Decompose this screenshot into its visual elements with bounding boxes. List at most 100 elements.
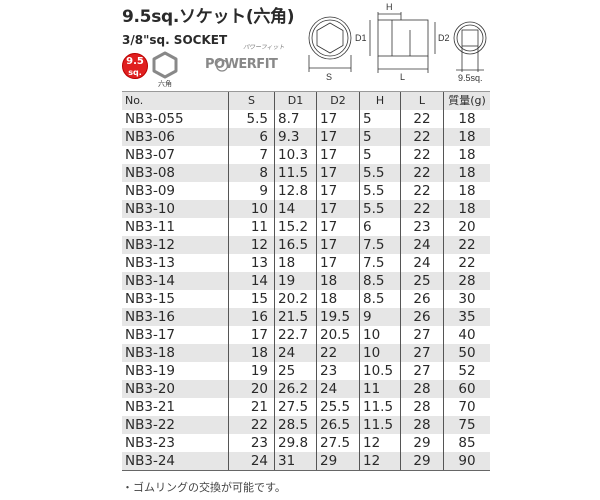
- table-cell: 17: [316, 200, 360, 218]
- column-header: D2: [316, 91, 360, 110]
- drive-size-badge: 9.5 sq.: [122, 53, 148, 79]
- column-header: 質量(g): [443, 91, 490, 110]
- table-cell: 9.3: [274, 128, 317, 146]
- table-cell: 22: [316, 344, 360, 362]
- table-cell: 5: [359, 128, 401, 146]
- socket-side-body: [377, 19, 429, 57]
- table-row: NB3-14 14 19 18 8.5 25 28: [122, 272, 490, 290]
- table-cell: 18: [274, 254, 317, 272]
- table-cell: NB3-16: [122, 308, 229, 326]
- hex-label: 六角: [158, 80, 172, 88]
- table-cell: 11.5: [359, 398, 401, 416]
- table-cell: 85: [443, 434, 490, 452]
- table-cell: 40: [443, 326, 490, 344]
- table-cell: 14: [228, 272, 275, 290]
- table-cell: NB3-23: [125, 435, 175, 451]
- table-cell: 11: [359, 380, 401, 398]
- table-cell: 11: [228, 218, 275, 236]
- table-row: NB3-19 19 25 23 10.5 27 52: [122, 362, 490, 380]
- table-cell: 8.5: [359, 290, 401, 308]
- powerfit-logo: POWERFIT: [205, 57, 278, 72]
- table-row: NB3-17 17 22.7 20.5 10 27 40: [122, 326, 490, 344]
- socket-front-outer: [308, 16, 352, 60]
- table-cell: 27.5: [274, 398, 317, 416]
- page-title: 9.5sq.ソケット(六角): [122, 7, 295, 27]
- table-row: NB3-24 24 31 29 12 29 90: [122, 452, 490, 471]
- column-header: No.: [122, 91, 229, 110]
- table-row: NB3-15 15 20.2 18 8.5 26 30: [122, 290, 490, 308]
- table-cell: 22: [400, 110, 444, 128]
- table-cell: 22: [400, 182, 444, 200]
- footnote: ・ゴムリングの交換が可能です。: [122, 481, 286, 494]
- table-cell: 17: [316, 182, 360, 200]
- table-cell: 11.5: [359, 416, 401, 434]
- table-cell: 27: [400, 362, 444, 380]
- label-d2: D2: [438, 33, 450, 43]
- table-cell: NB3-07: [125, 147, 175, 163]
- table-row: NB3-10 10 14 17 5.5 22 18: [122, 200, 490, 218]
- table-row: NB3-09 9 12.8 17 5.5 22 18: [122, 182, 490, 200]
- table-cell: 19.5: [316, 308, 360, 326]
- table-cell: NB3-14: [122, 272, 229, 290]
- table-cell: 17: [316, 254, 360, 272]
- table-cell: 17: [316, 218, 360, 236]
- table-cell: 16.5: [274, 236, 317, 254]
- table-cell: 28: [400, 380, 444, 398]
- table-cell: 50: [443, 344, 490, 362]
- logo-ring-icon: [215, 59, 229, 72]
- hexagon-icon: [152, 51, 178, 79]
- table-cell: 5.5: [359, 182, 401, 200]
- table-cell: 24: [400, 254, 444, 272]
- table-cell: 18: [316, 290, 360, 308]
- column-header: D1: [274, 91, 317, 110]
- table-cell: 19: [228, 362, 275, 380]
- table-cell: 15.2: [274, 218, 317, 236]
- table-cell: 5.5: [228, 110, 275, 128]
- table-row: NB3-11 11 15.2 17 6 23 20: [122, 218, 490, 236]
- table-cell: 24: [316, 380, 360, 398]
- table-cell: 18: [443, 146, 490, 164]
- table-cell: NB3-12: [122, 236, 229, 254]
- table-cell: 30: [443, 290, 490, 308]
- table-cell: 17: [316, 236, 360, 254]
- table-cell: 17: [316, 110, 360, 128]
- table-cell: 27.5: [316, 434, 360, 452]
- table-row: NB3-06 6 9.3 17 5 22 18: [122, 128, 490, 146]
- table-cell: NB3-055: [125, 111, 184, 127]
- table-cell: 29: [400, 452, 444, 471]
- table-cell: NB3-22: [122, 416, 229, 434]
- table-cell: 5.5: [359, 200, 401, 218]
- table-row: NB3-16 16 21.5 19.5 9 26 35: [122, 308, 490, 326]
- table-cell: 26.5: [316, 416, 360, 434]
- socket-dimension-diagrams: S D1 H L D2 9.5sq.: [308, 2, 487, 83]
- table-cell: 22.7: [274, 326, 317, 344]
- table-cell: 70: [443, 398, 490, 416]
- table-cell: 7.5: [359, 236, 401, 254]
- table-cell: NB3-11: [125, 219, 175, 235]
- table-cell: 25.5: [316, 398, 360, 416]
- table-row: NB3-22 22 28.5 26.5 11.5 28 75: [122, 416, 490, 434]
- label-l: L: [400, 72, 405, 82]
- table-cell: 5.5: [359, 164, 401, 182]
- table-cell: 24: [228, 452, 275, 471]
- label-h: H: [386, 2, 393, 12]
- table-cell: NB3-18: [122, 344, 229, 362]
- table-row: NB3-055 5.5 8.7 17 5 22 18: [122, 110, 490, 128]
- table-cell: 18: [443, 128, 490, 146]
- table-cell: 6: [228, 128, 275, 146]
- table-cell: 20.2: [274, 290, 317, 308]
- table-cell: NB3-06: [122, 128, 229, 146]
- column-header: L: [400, 91, 444, 110]
- table-cell: 25: [274, 362, 317, 380]
- table-cell: NB3-15: [125, 291, 175, 307]
- table-cell: 28: [400, 398, 444, 416]
- badge-unit: sq.: [128, 68, 142, 77]
- table-cell: 23: [228, 434, 275, 452]
- table-cell: 7: [228, 146, 275, 164]
- table-cell: 17: [228, 326, 275, 344]
- table-cell: 31: [274, 452, 317, 471]
- socket-back-outer: [453, 21, 487, 55]
- table-cell: 18: [443, 200, 490, 218]
- table-cell: 20: [228, 380, 275, 398]
- table-cell: 26: [400, 290, 444, 308]
